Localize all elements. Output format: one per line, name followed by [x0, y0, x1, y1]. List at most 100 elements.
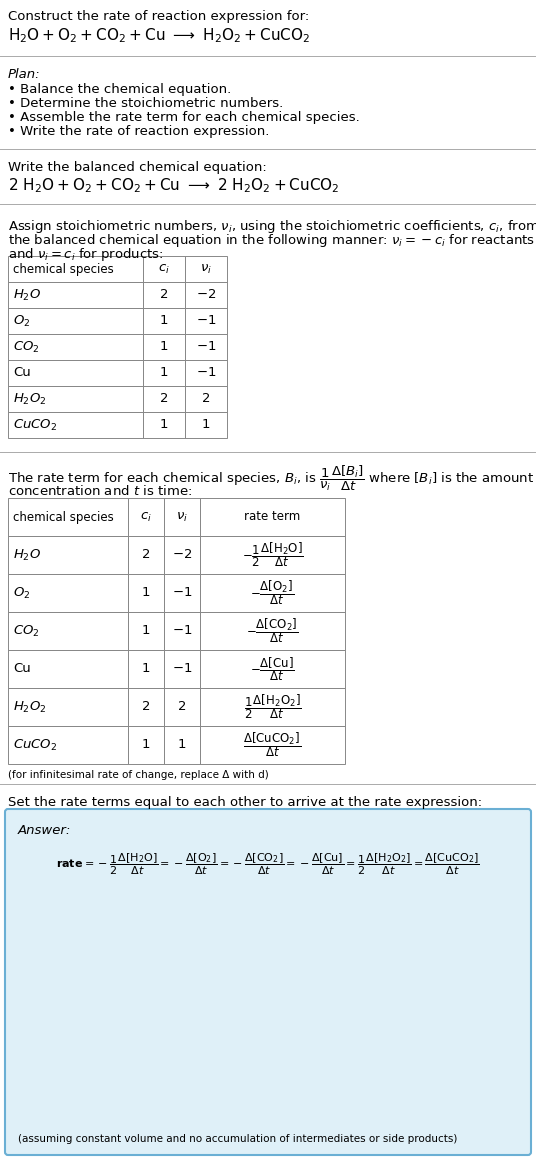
- Bar: [8, 688, 128, 726]
- Text: Cu: Cu: [13, 367, 31, 379]
- Bar: [200, 536, 345, 574]
- Bar: [200, 650, 345, 688]
- Text: $-\dfrac{\Delta[\mathrm{Cu}]}{\Delta t}$: $-\dfrac{\Delta[\mathrm{Cu}]}{\Delta t}$: [250, 655, 295, 683]
- Text: $2$: $2$: [202, 392, 211, 406]
- Text: $-\dfrac{\Delta[\mathrm{CO_2}]}{\Delta t}$: $-\dfrac{\Delta[\mathrm{CO_2}]}{\Delta t…: [247, 617, 299, 645]
- Text: $\mathrm{H_2O + O_2 + CO_2 + Cu \ \longrightarrow \ H_2O_2 + CuCO_2}$: $\mathrm{H_2O + O_2 + CO_2 + Cu \ \longr…: [8, 26, 310, 45]
- Bar: [143, 386, 185, 412]
- Text: $-1$: $-1$: [196, 314, 216, 327]
- Text: $H_2O$: $H_2O$: [13, 548, 41, 563]
- Bar: [200, 726, 345, 764]
- Bar: [164, 726, 200, 764]
- Text: $CO_2$: $CO_2$: [13, 623, 40, 638]
- Bar: [128, 726, 164, 764]
- Text: Write the balanced chemical equation:: Write the balanced chemical equation:: [8, 161, 267, 174]
- Bar: [185, 360, 227, 386]
- Text: • Write the rate of reaction expression.: • Write the rate of reaction expression.: [8, 125, 270, 138]
- Bar: [185, 282, 227, 309]
- Bar: [8, 412, 143, 438]
- Text: Cu: Cu: [13, 662, 31, 675]
- Text: $H_2O_2$: $H_2O_2$: [13, 391, 47, 406]
- Text: $-1$: $-1$: [172, 662, 192, 675]
- Text: 2: 2: [160, 289, 168, 302]
- Bar: [8, 360, 143, 386]
- FancyBboxPatch shape: [5, 809, 531, 1155]
- Bar: [128, 536, 164, 574]
- Bar: [8, 574, 128, 612]
- Text: $CO_2$: $CO_2$: [13, 340, 40, 355]
- Text: chemical species: chemical species: [13, 510, 114, 523]
- Text: $-2$: $-2$: [196, 289, 216, 302]
- Bar: [128, 498, 164, 536]
- Bar: [164, 650, 200, 688]
- Bar: [8, 309, 143, 334]
- Text: Set the rate terms equal to each other to arrive at the rate expression:: Set the rate terms equal to each other t…: [8, 796, 482, 809]
- Text: 1: 1: [160, 341, 168, 354]
- Bar: [143, 309, 185, 334]
- Text: 1: 1: [142, 587, 150, 600]
- Bar: [8, 282, 143, 309]
- Bar: [8, 536, 128, 574]
- Bar: [164, 498, 200, 536]
- Bar: [185, 256, 227, 282]
- Bar: [143, 282, 185, 309]
- Text: $c_i$: $c_i$: [140, 510, 152, 523]
- Text: $-1$: $-1$: [196, 341, 216, 354]
- Bar: [185, 334, 227, 360]
- Text: $-1$: $-1$: [196, 367, 216, 379]
- Text: $H_2O_2$: $H_2O_2$: [13, 699, 47, 715]
- Bar: [8, 256, 143, 282]
- Bar: [8, 334, 143, 360]
- Bar: [8, 386, 143, 412]
- Text: (assuming constant volume and no accumulation of intermediates or side products): (assuming constant volume and no accumul…: [18, 1134, 457, 1144]
- Bar: [185, 309, 227, 334]
- Text: $\nu_i$: $\nu_i$: [176, 510, 188, 523]
- Text: $O_2$: $O_2$: [13, 586, 31, 601]
- Bar: [164, 574, 200, 612]
- Bar: [200, 574, 345, 612]
- Text: • Assemble the rate term for each chemical species.: • Assemble the rate term for each chemic…: [8, 111, 360, 124]
- Text: Answer:: Answer:: [18, 824, 71, 838]
- Text: and $\nu_i = c_i$ for products:: and $\nu_i = c_i$ for products:: [8, 246, 163, 263]
- Text: $c_i$: $c_i$: [158, 262, 170, 276]
- Bar: [200, 498, 345, 536]
- Bar: [143, 334, 185, 360]
- Bar: [143, 256, 185, 282]
- Text: chemical species: chemical species: [13, 262, 114, 276]
- Text: rate term: rate term: [244, 510, 301, 523]
- Text: concentration and $t$ is time:: concentration and $t$ is time:: [8, 484, 192, 498]
- Text: $2$: $2$: [177, 701, 187, 713]
- Text: • Determine the stoichiometric numbers.: • Determine the stoichiometric numbers.: [8, 97, 283, 110]
- Bar: [185, 412, 227, 438]
- Text: $\mathbf{rate} = -\dfrac{1}{2}\dfrac{\Delta[\mathrm{H_2O}]}{\Delta t} = -\dfrac{: $\mathbf{rate} = -\dfrac{1}{2}\dfrac{\De…: [56, 851, 480, 877]
- Text: The rate term for each chemical species, $B_i$, is $\dfrac{1}{\nu_i}\dfrac{\Delt: The rate term for each chemical species,…: [8, 464, 534, 493]
- Text: $-1$: $-1$: [172, 624, 192, 638]
- Text: $O_2$: $O_2$: [13, 313, 31, 328]
- Text: Assign stoichiometric numbers, $\nu_i$, using the stoichiometric coefficients, $: Assign stoichiometric numbers, $\nu_i$, …: [8, 218, 536, 235]
- Bar: [8, 612, 128, 650]
- Text: $\dfrac{1}{2}\dfrac{\Delta[\mathrm{H_2O_2}]}{\Delta t}$: $\dfrac{1}{2}\dfrac{\Delta[\mathrm{H_2O_…: [244, 693, 301, 722]
- Text: $CuCO_2$: $CuCO_2$: [13, 418, 57, 433]
- Bar: [8, 726, 128, 764]
- Bar: [8, 650, 128, 688]
- Text: $-1$: $-1$: [172, 587, 192, 600]
- Bar: [8, 498, 128, 536]
- Text: 1: 1: [142, 662, 150, 675]
- Text: 1: 1: [142, 739, 150, 752]
- Bar: [200, 612, 345, 650]
- Text: $1$: $1$: [202, 419, 211, 432]
- Text: 2: 2: [160, 392, 168, 406]
- Bar: [128, 612, 164, 650]
- Bar: [143, 412, 185, 438]
- Bar: [164, 536, 200, 574]
- Text: $-2$: $-2$: [172, 549, 192, 561]
- Text: • Balance the chemical equation.: • Balance the chemical equation.: [8, 84, 231, 96]
- Text: (for infinitesimal rate of change, replace Δ with d): (for infinitesimal rate of change, repla…: [8, 770, 269, 780]
- Text: $\nu_i$: $\nu_i$: [200, 262, 212, 276]
- Bar: [128, 650, 164, 688]
- Text: Construct the rate of reaction expression for:: Construct the rate of reaction expressio…: [8, 10, 309, 23]
- Text: the balanced chemical equation in the following manner: $\nu_i = -c_i$ for react: the balanced chemical equation in the fo…: [8, 232, 535, 249]
- Bar: [128, 574, 164, 612]
- Bar: [128, 688, 164, 726]
- Bar: [164, 688, 200, 726]
